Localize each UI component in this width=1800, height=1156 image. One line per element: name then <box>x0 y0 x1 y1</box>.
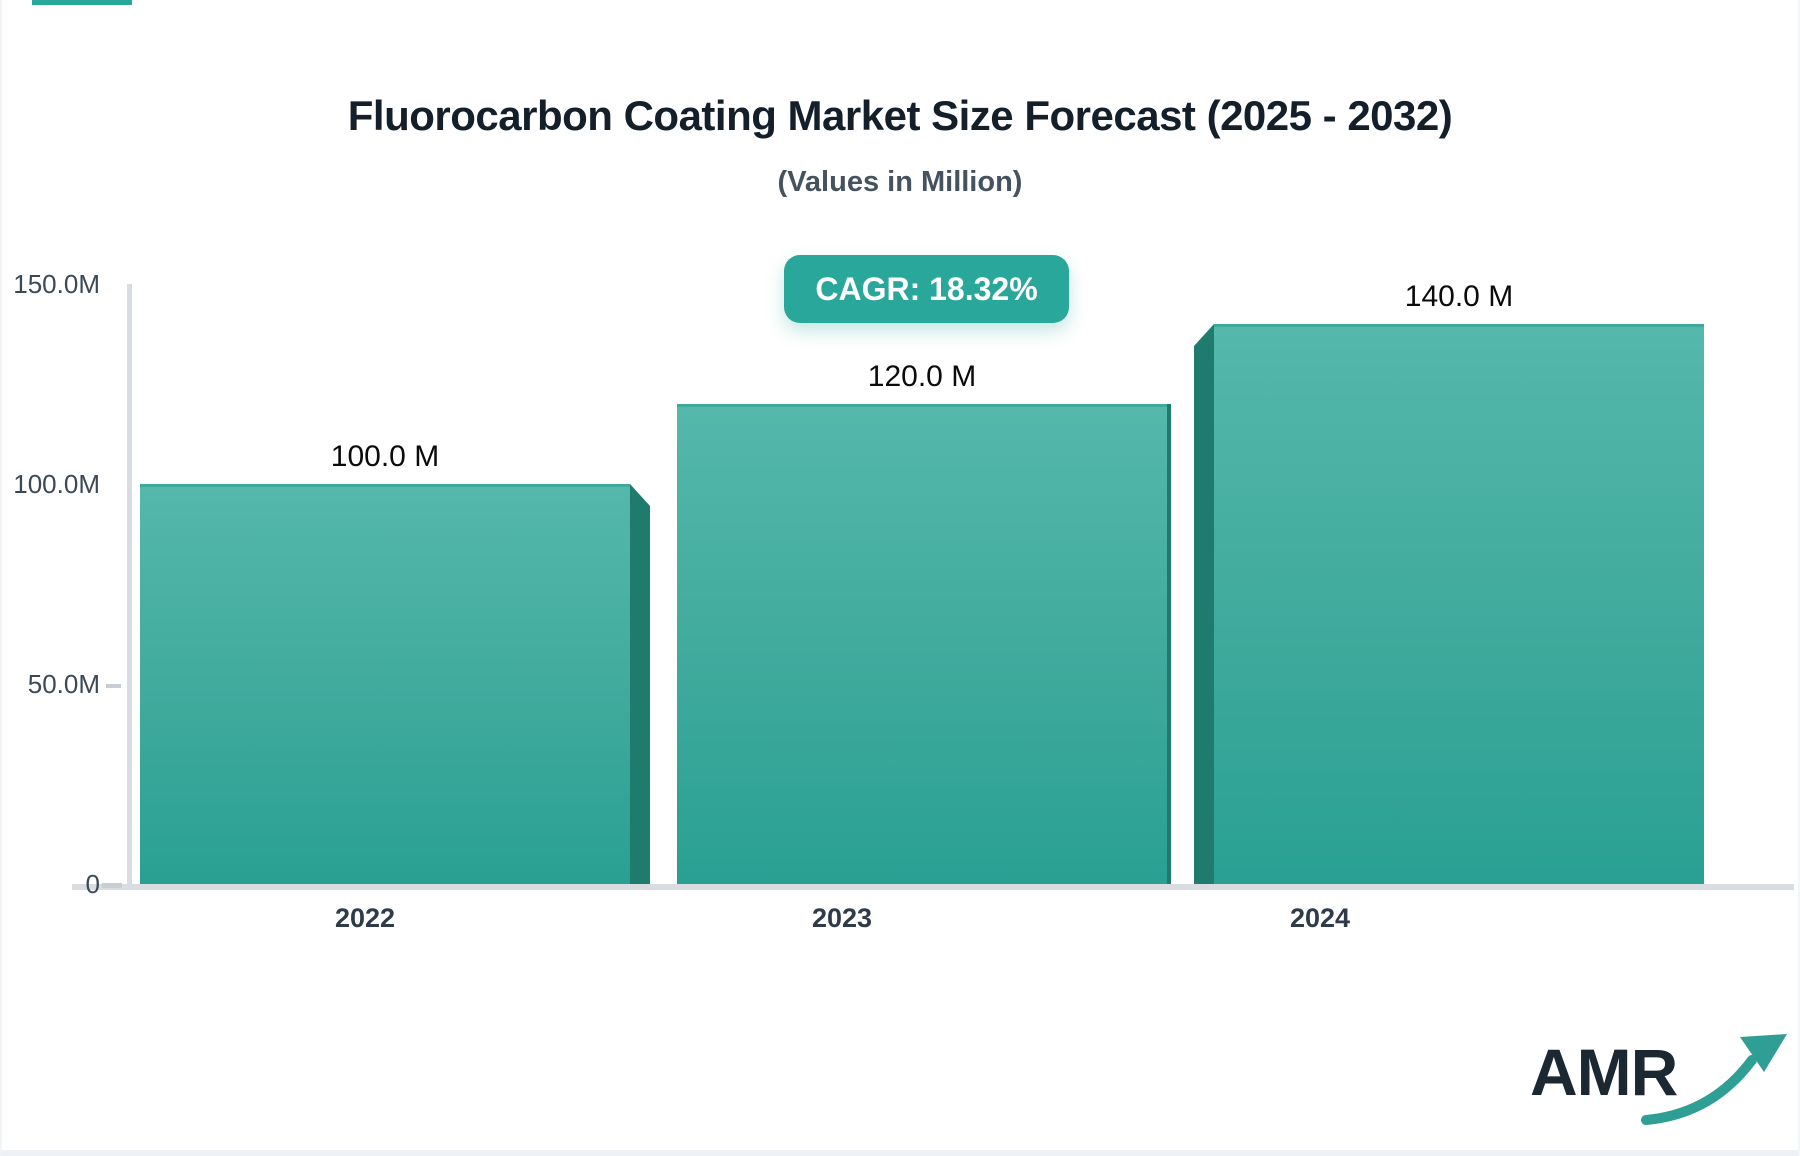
y-tick-label-50: 50.0M <box>27 669 100 699</box>
bar-2022-value-label: 100.0 M <box>330 440 440 473</box>
bar-2022: 100.0 M <box>140 440 650 884</box>
cagr-badge: CAGR: 18.32% <box>784 255 1069 323</box>
y-tick-label-0: 0 <box>85 869 100 899</box>
growth-arrow-icon <box>1641 1034 1787 1125</box>
bar-2024-value-label: 140.0 M <box>1404 280 1514 313</box>
bar-2024-face <box>1214 324 1704 884</box>
bottom-border-strip <box>2 1150 1798 1156</box>
chart-title: Fluorocarbon Coating Market Size Forecas… <box>347 92 1453 139</box>
amr-logo: AMR <box>1522 1022 1792 1127</box>
bar-2023-side-panel <box>1167 404 1171 884</box>
y-tick-label-150: 150.0M <box>13 269 100 299</box>
bar-2022-side-panel <box>630 484 650 884</box>
x-label-2022: 2022 <box>334 903 396 933</box>
y-axis-line <box>127 284 132 887</box>
x-label-2023: 2023 <box>811 903 873 933</box>
x-label-2024: 2024 <box>1289 903 1351 933</box>
bar-2022-face <box>140 484 630 884</box>
bar-2023-value-label: 120.0 M <box>867 360 977 393</box>
bar-2024-side-panel <box>1194 324 1214 884</box>
bar-2023-face <box>677 404 1167 884</box>
amr-logo-text: AMR <box>1530 1035 1678 1109</box>
chart-subtitle: (Values in Million) <box>777 166 1023 198</box>
y-tick-mark-0 <box>102 883 122 888</box>
y-tick-label-100: 100.0M <box>13 469 100 499</box>
y-tick-mark-50 <box>106 684 121 688</box>
bar-2023: 120.0 M <box>677 360 1171 884</box>
top-accent-bar <box>32 0 132 5</box>
x-axis-baseline <box>72 884 1794 890</box>
bar-2024: 140.0 M <box>1194 280 1704 884</box>
